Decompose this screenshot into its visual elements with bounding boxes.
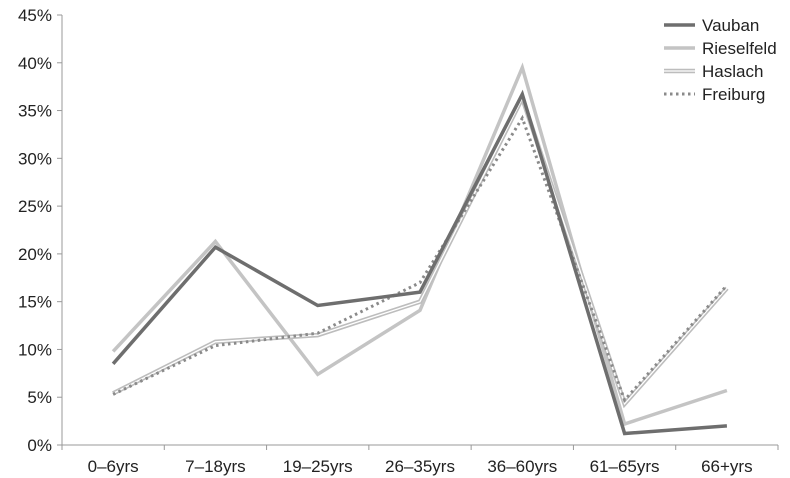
series-lines	[111, 62, 729, 436]
x-tick-label: 61–65yrs	[590, 457, 660, 476]
tick-labels: 0% 5% 10% 15% 20% 25% 30% 35% 40% 45% 0–6yrs 7–18yr…	[18, 6, 753, 476]
y-tick-label: 45%	[18, 6, 52, 25]
legend-label: Vauban	[702, 16, 759, 35]
y-tick-label: 10%	[18, 340, 52, 359]
series-vauban	[111, 89, 728, 436]
y-tick-label: 25%	[18, 197, 52, 216]
x-tick-label: 0–6yrs	[88, 457, 139, 476]
y-tick-label: 15%	[18, 293, 52, 312]
series-line-rieselfeld	[111, 62, 728, 427]
series-freiburg	[112, 114, 729, 403]
y-tick-label: 35%	[18, 102, 52, 121]
x-tick-label: 66+yrs	[701, 457, 753, 476]
legend-item-haslach: Haslach	[664, 62, 763, 81]
x-tick-label: 7–18yrs	[185, 457, 245, 476]
legend-item-freiburg: Freiburg	[664, 85, 765, 104]
y-tick-label: 5%	[27, 388, 52, 407]
y-tick-label: 30%	[18, 149, 52, 168]
x-tick-label: 36–60yrs	[487, 457, 557, 476]
series-line-vauban	[111, 89, 728, 436]
y-tick-label: 40%	[18, 54, 52, 73]
series-rieselfeld	[111, 62, 728, 427]
x-tick-label: 19–25yrs	[283, 457, 353, 476]
legend-item-vauban: Vauban	[664, 16, 759, 35]
legend-label: Freiburg	[702, 85, 765, 104]
y-tick-label: 0%	[27, 436, 52, 455]
legend-label: Rieselfeld	[702, 39, 777, 58]
axes	[57, 14, 779, 450]
legend: Vauban Rieselfeld Haslach Freiburg	[664, 16, 777, 104]
x-tick-label: 26–35yrs	[385, 457, 455, 476]
legend-label: Haslach	[702, 62, 763, 81]
legend-item-rieselfeld: Rieselfeld	[664, 39, 777, 58]
y-tick-label: 20%	[18, 245, 52, 264]
